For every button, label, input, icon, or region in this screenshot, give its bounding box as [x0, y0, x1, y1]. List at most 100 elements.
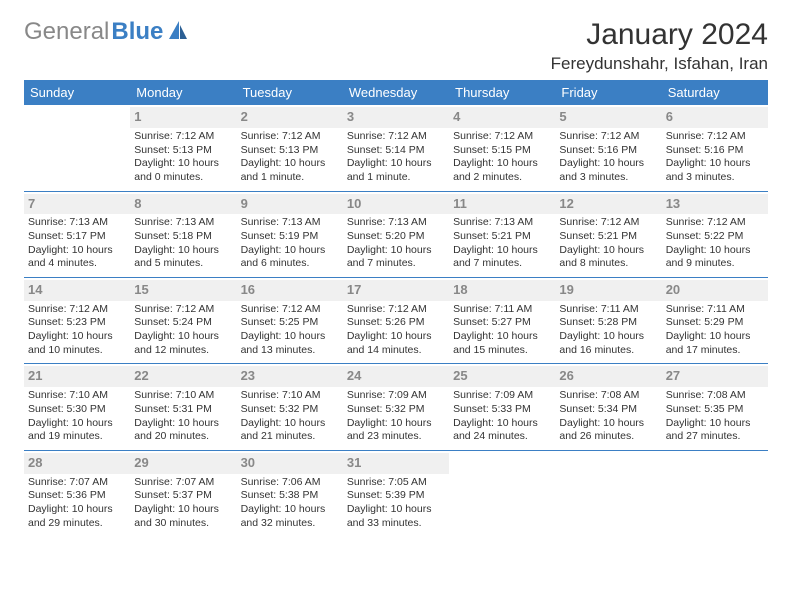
cell-line-sr: Sunrise: 7:07 AM — [134, 476, 232, 490]
cell-line-ss: Sunset: 5:19 PM — [241, 230, 339, 244]
cell-line-d1: Daylight: 10 hours — [134, 330, 232, 344]
cell-line-d1: Daylight: 10 hours — [134, 157, 232, 171]
cell-line-d2: and 1 minute. — [241, 171, 339, 185]
cell-line-d2: and 24 minutes. — [453, 430, 551, 444]
cell-line-sr: Sunrise: 7:13 AM — [28, 216, 126, 230]
cell-line-ss: Sunset: 5:28 PM — [559, 316, 657, 330]
cell-line-d2: and 4 minutes. — [28, 257, 126, 271]
cell-line-d2: and 2 minutes. — [453, 171, 551, 185]
cell-line-d2: and 19 minutes. — [28, 430, 126, 444]
cell-line-sr: Sunrise: 7:12 AM — [28, 303, 126, 317]
header: General Blue January 2024 Fereydunshahr,… — [24, 18, 768, 74]
cell-line-ss: Sunset: 5:21 PM — [559, 230, 657, 244]
cell-line-sr: Sunrise: 7:10 AM — [241, 389, 339, 403]
cell-line-d1: Daylight: 10 hours — [28, 244, 126, 258]
cell-line-sr: Sunrise: 7:12 AM — [134, 130, 232, 144]
day-number: 6 — [662, 107, 768, 128]
day-number: 24 — [343, 366, 449, 387]
calendar-cell: 15Sunrise: 7:12 AMSunset: 5:24 PMDayligh… — [130, 277, 236, 363]
calendar-cell: 27Sunrise: 7:08 AMSunset: 5:35 PMDayligh… — [662, 364, 768, 450]
cell-line-d2: and 29 minutes. — [28, 517, 126, 531]
cell-line-d1: Daylight: 10 hours — [241, 417, 339, 431]
day-number: 1 — [130, 107, 236, 128]
cell-line-d1: Daylight: 10 hours — [134, 244, 232, 258]
cell-line-d2: and 32 minutes. — [241, 517, 339, 531]
cell-line-d1: Daylight: 10 hours — [134, 417, 232, 431]
cell-line-sr: Sunrise: 7:11 AM — [453, 303, 551, 317]
cell-line-sr: Sunrise: 7:10 AM — [28, 389, 126, 403]
calendar-cell: 18Sunrise: 7:11 AMSunset: 5:27 PMDayligh… — [449, 277, 555, 363]
cell-line-sr: Sunrise: 7:12 AM — [347, 130, 445, 144]
cell-line-d2: and 9 minutes. — [666, 257, 764, 271]
cell-line-ss: Sunset: 5:23 PM — [28, 316, 126, 330]
day-header: Thursday — [449, 80, 555, 105]
day-number: 11 — [449, 194, 555, 215]
cell-line-sr: Sunrise: 7:12 AM — [241, 130, 339, 144]
cell-line-d2: and 30 minutes. — [134, 517, 232, 531]
calendar-cell: 5Sunrise: 7:12 AMSunset: 5:16 PMDaylight… — [555, 105, 661, 191]
cell-line-d2: and 33 minutes. — [347, 517, 445, 531]
cell-line-sr: Sunrise: 7:07 AM — [28, 476, 126, 490]
calendar-cell: 17Sunrise: 7:12 AMSunset: 5:26 PMDayligh… — [343, 277, 449, 363]
cell-line-d1: Daylight: 10 hours — [241, 157, 339, 171]
cell-line-sr: Sunrise: 7:09 AM — [453, 389, 551, 403]
cell-line-d2: and 0 minutes. — [134, 171, 232, 185]
cell-line-sr: Sunrise: 7:08 AM — [666, 389, 764, 403]
cell-line-ss: Sunset: 5:24 PM — [134, 316, 232, 330]
location: Fereydunshahr, Isfahan, Iran — [551, 54, 768, 74]
calendar-week: 14Sunrise: 7:12 AMSunset: 5:23 PMDayligh… — [24, 277, 768, 363]
cell-line-ss: Sunset: 5:31 PM — [134, 403, 232, 417]
cell-line-d2: and 27 minutes. — [666, 430, 764, 444]
cell-line-d2: and 20 minutes. — [134, 430, 232, 444]
cell-line-sr: Sunrise: 7:12 AM — [241, 303, 339, 317]
day-number: 9 — [237, 194, 343, 215]
cell-line-d2: and 13 minutes. — [241, 344, 339, 358]
cell-line-d1: Daylight: 10 hours — [347, 503, 445, 517]
cell-line-d2: and 21 minutes. — [241, 430, 339, 444]
logo-text-blue: Blue — [111, 18, 163, 46]
day-number: 23 — [237, 366, 343, 387]
day-number: 16 — [237, 280, 343, 301]
cell-line-sr: Sunrise: 7:12 AM — [453, 130, 551, 144]
cell-line-ss: Sunset: 5:29 PM — [666, 316, 764, 330]
calendar-week: 1Sunrise: 7:12 AMSunset: 5:13 PMDaylight… — [24, 105, 768, 191]
cell-line-d1: Daylight: 10 hours — [666, 244, 764, 258]
cell-line-d1: Daylight: 10 hours — [666, 330, 764, 344]
cell-line-ss: Sunset: 5:13 PM — [241, 144, 339, 158]
calendar-cell: 25Sunrise: 7:09 AMSunset: 5:33 PMDayligh… — [449, 364, 555, 450]
cell-line-d1: Daylight: 10 hours — [241, 330, 339, 344]
day-number: 31 — [343, 453, 449, 474]
cell-line-d2: and 17 minutes. — [666, 344, 764, 358]
day-number: 30 — [237, 453, 343, 474]
cell-line-sr: Sunrise: 7:08 AM — [559, 389, 657, 403]
cell-line-d1: Daylight: 10 hours — [559, 330, 657, 344]
cell-line-d2: and 14 minutes. — [347, 344, 445, 358]
calendar-cell: 1Sunrise: 7:12 AMSunset: 5:13 PMDaylight… — [130, 105, 236, 191]
calendar-cell: 6Sunrise: 7:12 AMSunset: 5:16 PMDaylight… — [662, 105, 768, 191]
cell-line-d2: and 12 minutes. — [134, 344, 232, 358]
day-number: 12 — [555, 194, 661, 215]
day-header: Saturday — [662, 80, 768, 105]
title-block: January 2024 Fereydunshahr, Isfahan, Ira… — [551, 18, 768, 74]
cell-line-sr: Sunrise: 7:10 AM — [134, 389, 232, 403]
day-number: 20 — [662, 280, 768, 301]
cell-line-d1: Daylight: 10 hours — [347, 417, 445, 431]
sail-icon — [167, 19, 189, 46]
day-number: 2 — [237, 107, 343, 128]
cell-line-ss: Sunset: 5:30 PM — [28, 403, 126, 417]
calendar-cell — [555, 450, 661, 536]
calendar-cell — [662, 450, 768, 536]
day-number: 18 — [449, 280, 555, 301]
logo-text-gray: General — [24, 18, 109, 46]
calendar-cell: 23 Sunrise: 7:10 AMSunset: 5:32 PMDayligh… — [237, 364, 343, 450]
cell-line-sr: Sunrise: 7:11 AM — [666, 303, 764, 317]
calendar-cell: 24Sunrise: 7:09 AMSunset: 5:32 PMDayligh… — [343, 364, 449, 450]
calendar-cell: 7Sunrise: 7:13 AMSunset: 5:17 PMDaylight… — [24, 191, 130, 277]
calendar-cell: 31Sunrise: 7:05 AMSunset: 5:39 PMDayligh… — [343, 450, 449, 536]
cell-line-ss: Sunset: 5:16 PM — [559, 144, 657, 158]
cell-line-d2: and 7 minutes. — [347, 257, 445, 271]
cell-line-sr: Sunrise: 7:13 AM — [453, 216, 551, 230]
calendar-cell: 13Sunrise: 7:12 AMSunset: 5:22 PMDayligh… — [662, 191, 768, 277]
calendar-cell: 20 Sunrise: 7:11 AMSunset: 5:29 PMDayligh… — [662, 277, 768, 363]
cell-line-ss: Sunset: 5:32 PM — [241, 403, 339, 417]
